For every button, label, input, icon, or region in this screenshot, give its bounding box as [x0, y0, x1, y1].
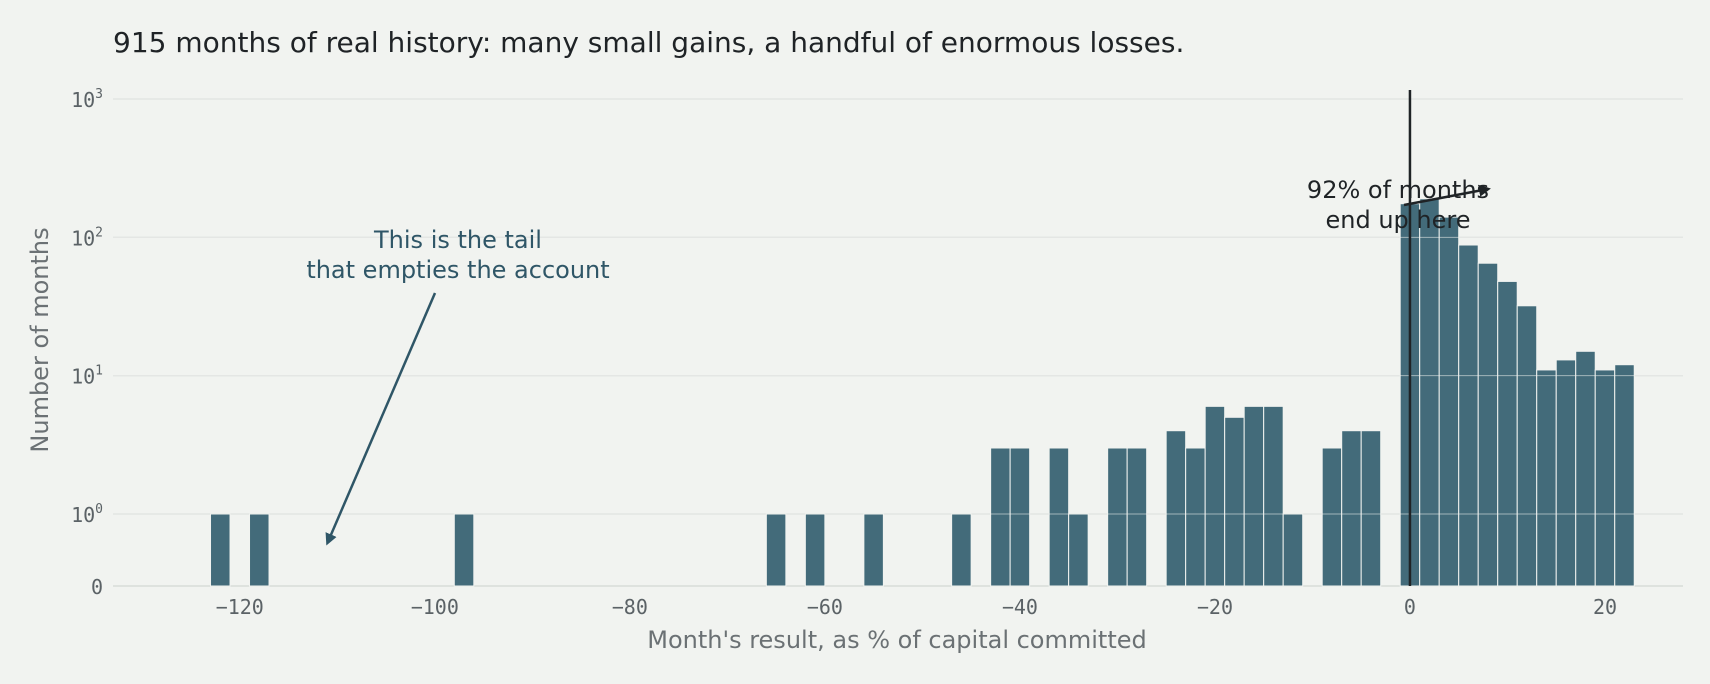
y-tick-label: 100 [71, 502, 103, 527]
histogram-bar [1165, 430, 1187, 587]
histogram-bar [1555, 359, 1577, 587]
histogram-bar [1536, 369, 1557, 587]
histogram-bar [1282, 513, 1304, 587]
annotations: This is the tail that empties the account… [306, 176, 1491, 546]
y-tick-label: 0 [91, 575, 103, 599]
histogram-bar [1126, 447, 1148, 587]
y-tick-label: 102 [71, 225, 103, 250]
histogram-bar [951, 513, 972, 587]
annotation-tail-text: This is the tail that empties the account [306, 226, 609, 284]
histogram-bar [765, 513, 787, 587]
histogram-bar [1594, 369, 1616, 587]
histogram-bar [1321, 447, 1343, 587]
y-tick-label: 101 [71, 364, 103, 389]
histogram-bar [210, 513, 231, 587]
histogram-bar [453, 513, 475, 587]
x-tick-label: −40 [1002, 595, 1038, 619]
histogram-bar [1458, 244, 1479, 587]
histogram-bar [1614, 364, 1635, 587]
chart-title: 915 months of real history: many small g… [113, 26, 1184, 59]
y-tick-label: 103 [71, 87, 103, 112]
x-tick-label: −20 [1197, 595, 1233, 619]
x-tick-label: −100 [411, 595, 459, 619]
histogram-bar [1224, 416, 1245, 587]
annotation-tail-arrow [325, 292, 437, 546]
histogram-bar [990, 447, 1011, 587]
histogram-bar [1048, 447, 1070, 587]
annotation-zero-text: 92% of months end up here [1307, 176, 1489, 234]
annotation-zero-arrow [1403, 184, 1491, 207]
histogram-bar [1243, 405, 1265, 587]
histogram-bar [1341, 430, 1362, 587]
x-axis-label: Month's result, as % of capital committe… [647, 626, 1147, 654]
bars [113, 90, 1683, 587]
histogram-bar [1009, 447, 1031, 587]
histogram-bar [1419, 198, 1440, 587]
histogram-bar [1263, 405, 1284, 587]
histogram-bar [863, 513, 884, 587]
histogram-bar [1497, 280, 1518, 587]
histogram-bar [249, 513, 270, 587]
histogram-bar [1477, 262, 1499, 587]
x-tick-label: −120 [216, 595, 264, 619]
histogram-bar [1360, 430, 1382, 587]
histogram-bar [1204, 405, 1226, 587]
histogram-bar [1185, 447, 1206, 587]
histogram-bar [1575, 350, 1596, 587]
x-tick-label: −60 [807, 595, 843, 619]
x-tick-label: −80 [612, 595, 648, 619]
x-tick-label: 20 [1593, 595, 1617, 619]
histogram-bar [1068, 513, 1089, 587]
y-axis-ticks: 0 100 101 102 103 [71, 87, 103, 599]
x-axis-ticks: −120 −100 −80 −60 −40 −20 0 20 [216, 595, 1617, 619]
y-axis-label: Number of months [26, 227, 54, 452]
x-tick-label: 0 [1404, 595, 1416, 619]
histogram-bar [804, 513, 826, 587]
histogram-bar [1438, 216, 1460, 587]
histogram-bar [1516, 305, 1538, 587]
histogram-bar [1107, 447, 1128, 587]
